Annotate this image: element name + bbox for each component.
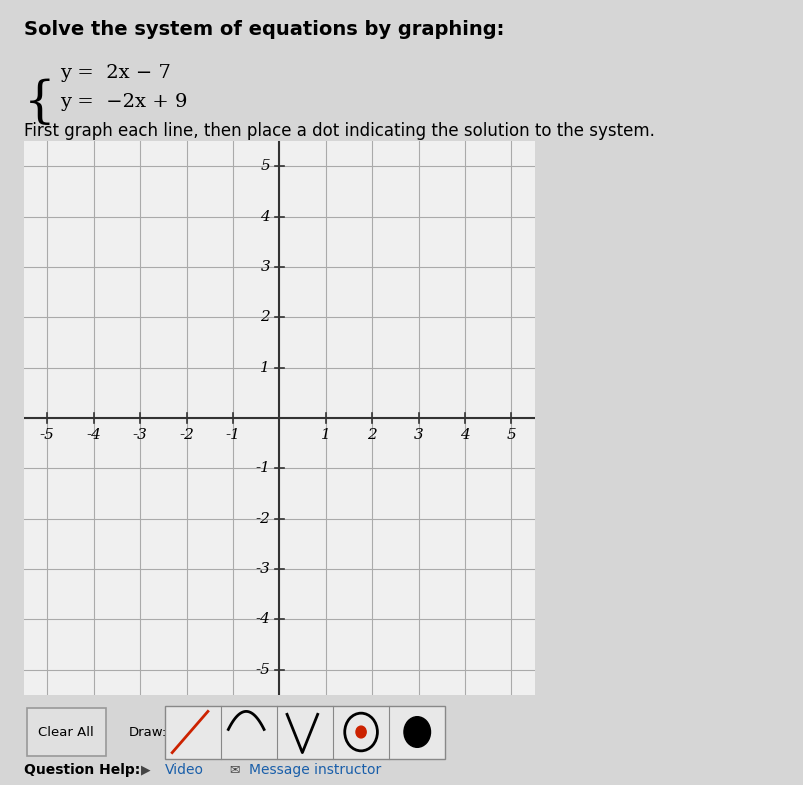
Text: Draw:: Draw:	[128, 725, 167, 739]
Text: 1: 1	[320, 428, 330, 442]
FancyBboxPatch shape	[26, 708, 106, 755]
Text: Question Help:: Question Help:	[24, 763, 141, 777]
Circle shape	[403, 717, 430, 747]
Text: 1: 1	[260, 360, 270, 374]
Text: 4: 4	[459, 428, 469, 442]
Text: -5: -5	[40, 428, 55, 442]
Text: 5: 5	[506, 428, 516, 442]
Text: 3: 3	[414, 428, 423, 442]
Text: -3: -3	[132, 428, 148, 442]
Text: {: {	[24, 78, 55, 128]
Text: -4: -4	[86, 428, 101, 442]
Text: -2: -2	[255, 512, 270, 526]
Text: 3: 3	[260, 260, 270, 274]
Circle shape	[356, 726, 365, 738]
Text: -3: -3	[255, 562, 270, 576]
FancyBboxPatch shape	[165, 706, 445, 758]
Text: -5: -5	[255, 663, 270, 677]
Text: -2: -2	[179, 428, 194, 442]
Text: ✉: ✉	[229, 763, 239, 776]
Text: 2: 2	[367, 428, 377, 442]
Text: 5: 5	[260, 159, 270, 173]
Text: First graph each line, then place a dot indicating the solution to the system.: First graph each line, then place a dot …	[24, 122, 654, 140]
Text: Clear All: Clear All	[39, 725, 94, 739]
Text: y =  −2x + 9: y = −2x + 9	[60, 93, 188, 111]
Text: ▶: ▶	[141, 763, 150, 776]
Text: -1: -1	[255, 462, 270, 476]
Text: -1: -1	[226, 428, 240, 442]
Text: Solve the system of equations by graphing:: Solve the system of equations by graphin…	[24, 20, 503, 38]
Text: Video: Video	[165, 763, 204, 777]
Text: 2: 2	[260, 310, 270, 324]
Text: y =  2x − 7: y = 2x − 7	[60, 64, 171, 82]
Text: -4: -4	[255, 612, 270, 626]
Text: 4: 4	[260, 210, 270, 224]
Text: Message instructor: Message instructor	[249, 763, 381, 777]
